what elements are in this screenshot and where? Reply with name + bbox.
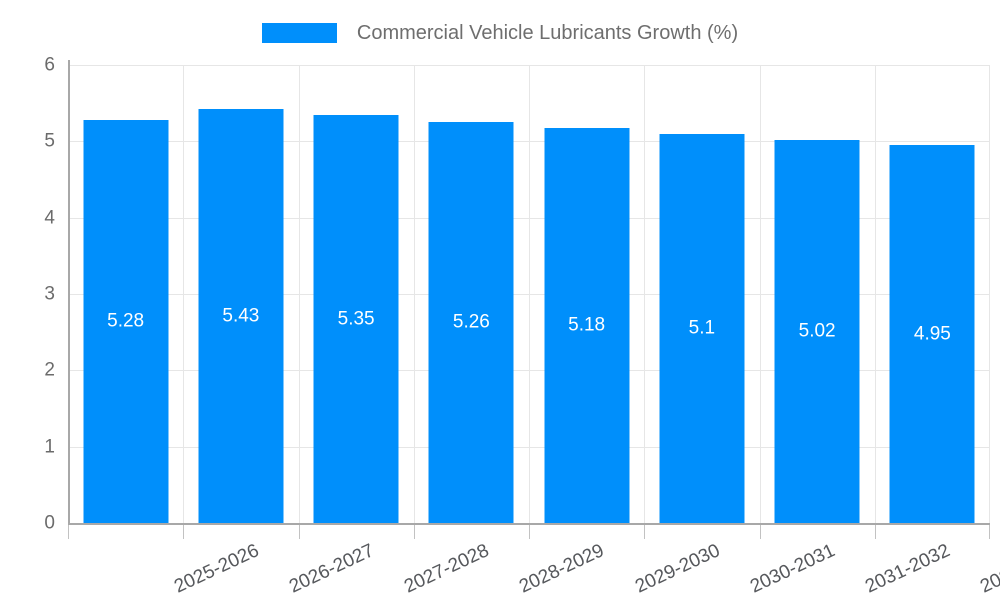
vertical-gridline	[529, 65, 530, 523]
bar[interactable]	[659, 133, 745, 523]
chart-legend: Commercial Vehicle Lubricants Growth (%)	[0, 16, 1000, 50]
vertical-gridline	[760, 65, 761, 523]
x-axis-tick-mark	[68, 525, 69, 539]
legend-item-label: Commercial Vehicle Lubricants Growth (%)	[356, 22, 739, 44]
bar-series-layer: 5.28 5.43 5.35 5.26 5.18 5.1 5.02 4.95	[68, 65, 990, 523]
bar-group: 5.18	[529, 65, 644, 523]
y-axis-tick-label: 5	[44, 130, 55, 152]
legend-color-swatch[interactable]	[261, 23, 337, 43]
bar-group: 5.1	[644, 65, 759, 523]
x-axis-tick-mark	[644, 525, 645, 539]
x-axis-category-label: 2027-2028	[401, 540, 493, 598]
bar-group: 5.26	[414, 65, 529, 523]
vertical-gridline	[644, 65, 645, 523]
x-axis-tick-mark	[760, 525, 761, 539]
x-axis-tick-mark	[529, 525, 530, 539]
x-axis-category-label: 2026-2027	[285, 540, 378, 598]
vertical-gridline	[299, 65, 300, 523]
bar[interactable]	[774, 139, 860, 523]
x-axis-category-label: 2025-2026	[170, 540, 262, 598]
x-axis-tick-mark	[299, 525, 300, 539]
y-axis-tick-label: 0	[44, 512, 55, 534]
x-axis-category-label: 2030-2031	[746, 540, 839, 598]
bar[interactable]	[313, 114, 399, 523]
bar[interactable]	[544, 127, 630, 523]
bar[interactable]	[198, 108, 284, 523]
bar[interactable]	[83, 119, 169, 523]
x-axis-tick-mark	[989, 525, 990, 539]
x-axis-tick-mark	[875, 525, 876, 539]
x-axis-tick-mark	[183, 525, 184, 539]
bar-group: 5.02	[760, 65, 875, 523]
bar-group: 5.28	[68, 65, 183, 523]
bar-group: 4.95	[875, 65, 990, 523]
x-axis-tick-marks	[68, 525, 990, 541]
y-axis-line	[68, 60, 70, 525]
vertical-gridline	[875, 65, 876, 523]
x-axis-category-label: 2028-2029	[516, 540, 608, 598]
y-axis-tick-labels: 0 1 2 3 4 5 6	[0, 0, 55, 600]
x-axis-category-label: 2029-2030	[631, 540, 723, 598]
y-axis-tick-label: 4	[44, 207, 55, 229]
y-axis-tick-label: 1	[44, 436, 55, 458]
legend-item-commercial-vehicle-lubricants-growth[interactable]: Commercial Vehicle Lubricants Growth (%)	[261, 22, 739, 44]
bar-group: 5.43	[183, 65, 298, 523]
y-axis-tick-label: 3	[44, 283, 55, 305]
vertical-gridline	[183, 65, 184, 523]
bar[interactable]	[428, 121, 514, 523]
bar[interactable]	[889, 145, 975, 523]
x-axis-tick-mark	[414, 525, 415, 539]
y-axis-tick-label: 2	[44, 359, 55, 381]
bar-group: 5.35	[299, 65, 414, 523]
x-axis-category-label: 2031-2032	[862, 540, 954, 598]
x-axis-category-label: 2032-2033	[977, 540, 1000, 598]
vertical-gridline	[414, 65, 415, 523]
y-axis-tick-label: 6	[44, 54, 55, 76]
x-axis-line	[68, 523, 990, 525]
plot-area	[68, 65, 990, 523]
x-axis-category-labels: 2025-2026 2026-2027 2027-2028 2028-2029 2029…	[68, 540, 1000, 600]
